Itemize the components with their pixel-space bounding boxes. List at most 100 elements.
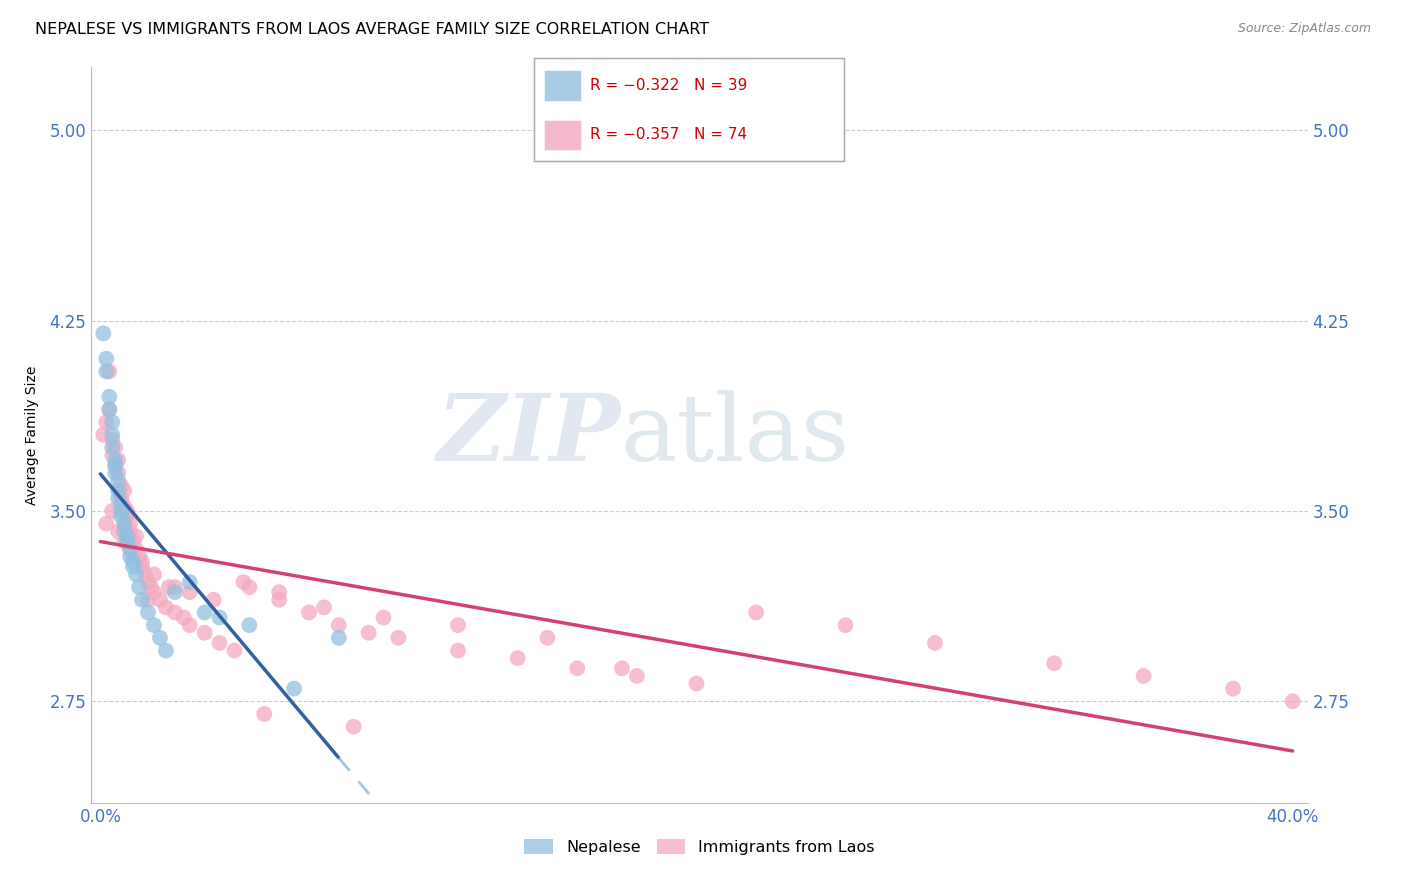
Point — [104, 453, 127, 467]
Point — [312, 600, 335, 615]
Point — [110, 491, 132, 506]
Point — [122, 555, 145, 569]
Point — [101, 504, 124, 518]
Point — [125, 567, 148, 582]
Point — [157, 580, 180, 594]
Point — [91, 427, 114, 442]
Point — [110, 499, 132, 513]
Point — [136, 574, 159, 589]
Legend: Nepalese, Immigrants from Laos: Nepalese, Immigrants from Laos — [517, 832, 882, 861]
Point — [208, 610, 231, 624]
Point — [104, 458, 127, 473]
Point — [110, 478, 132, 492]
Point — [163, 580, 186, 594]
Point — [115, 509, 138, 524]
Point — [173, 610, 195, 624]
Point — [112, 516, 135, 531]
Point — [107, 466, 129, 480]
Point — [101, 448, 124, 462]
Text: R = −0.357   N = 74: R = −0.357 N = 74 — [591, 128, 747, 143]
Point — [253, 706, 276, 721]
Point — [1132, 669, 1154, 683]
Point — [107, 453, 129, 467]
Point — [179, 585, 201, 599]
Point — [134, 567, 156, 582]
Point — [101, 441, 124, 455]
Point — [101, 433, 124, 447]
Point — [298, 606, 321, 620]
Text: ZIP: ZIP — [436, 390, 620, 480]
Point — [328, 631, 350, 645]
Point — [107, 474, 129, 488]
Point — [179, 618, 201, 632]
Point — [104, 458, 127, 473]
Point — [96, 351, 118, 366]
Text: R = −0.322   N = 39: R = −0.322 N = 39 — [591, 78, 748, 93]
Point — [163, 585, 186, 599]
Point — [1043, 657, 1066, 671]
Point — [101, 427, 124, 442]
Point — [101, 415, 124, 429]
Point — [131, 559, 153, 574]
Point — [104, 441, 127, 455]
Point — [328, 618, 350, 632]
Point — [115, 529, 138, 543]
Point — [112, 499, 135, 513]
Point — [120, 542, 142, 557]
Point — [115, 504, 138, 518]
Point — [343, 720, 366, 734]
Point — [269, 585, 291, 599]
Point — [143, 618, 166, 632]
Point — [269, 592, 291, 607]
Y-axis label: Average Family Size: Average Family Size — [24, 365, 38, 505]
Point — [387, 631, 409, 645]
Point — [136, 592, 159, 607]
Point — [536, 631, 558, 645]
Point — [1281, 694, 1303, 708]
Text: atlas: atlas — [620, 390, 849, 480]
Point — [155, 643, 177, 657]
Point — [1222, 681, 1244, 696]
Point — [202, 592, 225, 607]
Point — [112, 483, 135, 498]
Point — [136, 606, 159, 620]
Point — [238, 618, 260, 632]
Point — [685, 676, 707, 690]
Point — [125, 542, 148, 557]
Point — [115, 534, 138, 549]
Point — [626, 669, 648, 683]
Point — [283, 681, 305, 696]
Point — [143, 567, 166, 582]
Point — [120, 549, 142, 564]
Point — [373, 610, 395, 624]
Point — [834, 618, 856, 632]
Point — [139, 580, 162, 594]
Point — [128, 549, 150, 564]
Point — [125, 529, 148, 543]
Point — [232, 574, 254, 589]
Point — [110, 509, 132, 524]
Point — [506, 651, 529, 665]
Point — [194, 625, 217, 640]
Point — [149, 592, 172, 607]
Point — [163, 606, 186, 620]
Point — [447, 618, 470, 632]
Point — [91, 326, 114, 341]
Point — [745, 606, 768, 620]
Point — [179, 574, 201, 589]
Point — [96, 364, 118, 378]
Point — [112, 524, 135, 539]
Point — [96, 415, 118, 429]
Point — [131, 555, 153, 569]
Text: Source: ZipAtlas.com: Source: ZipAtlas.com — [1237, 22, 1371, 36]
FancyBboxPatch shape — [544, 70, 581, 101]
Point — [98, 402, 121, 417]
Point — [155, 600, 177, 615]
Point — [96, 516, 118, 531]
Text: NEPALESE VS IMMIGRANTS FROM LAOS AVERAGE FAMILY SIZE CORRELATION CHART: NEPALESE VS IMMIGRANTS FROM LAOS AVERAGE… — [35, 22, 709, 37]
Point — [104, 466, 127, 480]
Point — [120, 542, 142, 557]
Point — [122, 534, 145, 549]
Point — [238, 580, 260, 594]
Point — [128, 580, 150, 594]
